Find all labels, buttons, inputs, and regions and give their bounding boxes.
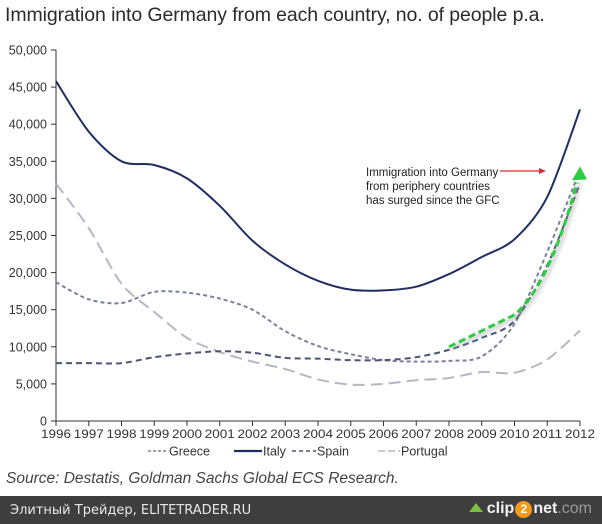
x-tick-label: 2000 <box>172 427 202 441</box>
y-tick-label: 45,000 <box>9 81 47 95</box>
brand-number: 2 <box>515 500 533 518</box>
annotation-arrow-head-icon <box>539 168 546 174</box>
brand-logo[interactable]: clip 2 net .com <box>468 500 592 518</box>
y-tick-label: 35,000 <box>9 155 47 169</box>
x-tick-label: 2005 <box>336 427 366 441</box>
y-tick-label: 0 <box>40 415 47 429</box>
trend-arrow-head-icon <box>572 166 587 181</box>
series-line-spain <box>56 183 581 365</box>
chart-title: Immigration into Germany from each count… <box>5 4 545 26</box>
x-tick-label: 2011 <box>532 427 562 441</box>
trend-arrow-line <box>448 182 579 349</box>
x-tick-label: 1996 <box>41 427 71 441</box>
y-tick-label: 40,000 <box>9 118 47 132</box>
y-tick-label: 20,000 <box>9 266 47 280</box>
brand-pre: clip <box>486 500 515 517</box>
brand-tld: .com <box>557 500 592 517</box>
annotation-text-line: from periphery countries <box>366 181 490 193</box>
x-tick-label: 2003 <box>270 427 300 441</box>
x-tick-label: 2010 <box>500 427 530 441</box>
legend: Greece Italy Spain Portugal <box>148 445 448 459</box>
x-tick-label: 1997 <box>74 427 104 441</box>
x-tick-label: 2004 <box>303 427 333 441</box>
series-line-greece <box>55 169 581 363</box>
series-group <box>55 80 581 386</box>
legend-label-greece: Greece <box>169 445 210 459</box>
x-tick-label: 1998 <box>107 427 137 441</box>
legend-label-italy: Italy <box>263 445 287 459</box>
x-tick-label: 2002 <box>238 427 268 441</box>
y-tick-label: 15,000 <box>9 303 47 317</box>
y-tick-label: 25,000 <box>9 229 47 243</box>
y-tick-label: 50,000 <box>9 44 47 58</box>
brand-post: net <box>533 500 558 517</box>
x-tick-label: 2012 <box>565 427 595 441</box>
x-tick-label: 2006 <box>369 427 399 441</box>
footer-site-text: Элитный Трейдер, ELITETRADER.RU <box>10 503 252 518</box>
footer-bar: Элитный Трейдер, ELITETRADER.RU clip 2 n… <box>0 496 602 524</box>
x-tick-label: 1999 <box>139 427 169 441</box>
x-tick-label: 2008 <box>434 427 464 441</box>
y-tick-label: 30,000 <box>9 192 47 206</box>
series-line-portugal <box>55 182 581 386</box>
annotation-text-line: has surged since the GFC <box>366 195 500 207</box>
series-line-italy <box>55 80 581 292</box>
annotation-text-line: Immigration into Germany <box>366 167 499 179</box>
upload-arrow-icon <box>468 502 483 512</box>
legend-label-spain: Spain <box>317 445 349 459</box>
x-tick-label: 2009 <box>467 427 497 441</box>
source-note: Source: Destatis, Goldman Sachs Global E… <box>6 470 399 487</box>
annotations: Immigration into Germany from periphery c… <box>366 166 587 352</box>
y-tick-label: 10,000 <box>9 340 47 354</box>
line-chart: 0 5,000 10,000 15,000 20,000 25,000 30,000 35,0… <box>9 44 596 459</box>
x-tick-label: 2007 <box>401 427 431 441</box>
axes: 0 5,000 10,000 15,000 20,000 25,000 30,000 35,0… <box>9 44 596 442</box>
x-tick-label: 2001 <box>205 427 235 441</box>
trend-arrow-shadow <box>449 183 582 352</box>
legend-label-portugal: Portugal <box>401 445 448 459</box>
y-tick-label: 5,000 <box>16 377 47 391</box>
